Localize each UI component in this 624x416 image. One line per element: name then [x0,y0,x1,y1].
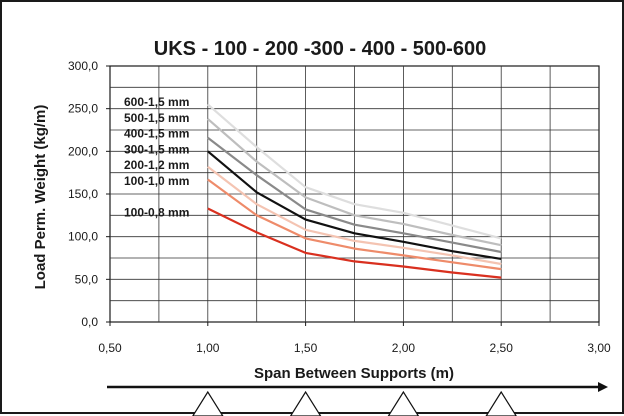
support-triangle [485,390,517,416]
support-triangle [387,390,420,416]
x-tick-label: 1,00 [196,341,220,355]
series-label: 200-1,2 mm [124,158,189,172]
support-markers [192,390,517,416]
series-line [207,207,502,279]
support-triangle [192,390,224,416]
x-tick-label: 0,50 [98,341,122,355]
series-lines [207,103,502,279]
span-arrow-head [598,382,608,392]
series-line [207,136,502,254]
series-line [207,150,502,260]
tick-labels: 0,50 1,00 1,50 2,00 2,50 3,00 0,0 50,0 100,0 150,… [68,59,611,355]
y-tick-label: 200,0 [68,144,98,158]
x-axis-label: Span Between Supports (m) [254,365,454,382]
series-label: 100-0,8 mm [124,206,189,220]
y-tick-label: 0,0 [81,315,98,329]
series-label: 600-1,5 mm [124,95,189,109]
series-label: 500-1,5 mm [124,111,189,125]
x-tick-label: 1,50 [294,341,318,355]
y-tick-label: 150,0 [68,187,98,201]
y-tick-label: 300,0 [68,59,98,73]
y-tick-label: 100,0 [68,230,98,244]
series-line [207,118,502,247]
y-tick-label: 250,0 [68,102,98,116]
chart-title: UKS - 100 - 200 -300 - 400 - 500-600 [154,38,486,60]
y-tick-label: 50,0 [75,272,99,286]
x-tick-label: 2,00 [392,341,416,355]
y-axis-label: Load Perm. Weight (kg/m) [32,105,49,290]
series-line [207,103,502,240]
support-triangle [289,390,322,416]
series-label: 400-1,5 mm [124,127,189,141]
series-label: 300-1,5 mm [124,142,189,156]
grid [110,66,599,322]
x-tick-label: 3,00 [587,341,611,355]
x-tick-label: 2,50 [490,341,514,355]
series-line [207,178,502,271]
series-line [207,165,502,266]
series-label: 100-1,0 mm [124,174,189,188]
